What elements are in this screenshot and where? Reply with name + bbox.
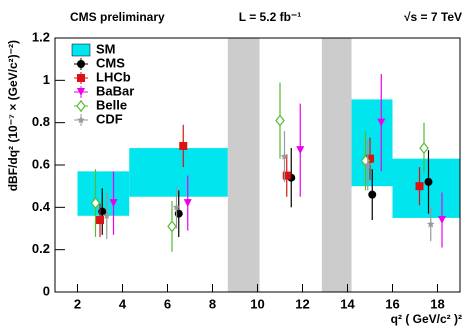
vetoed-region bbox=[227, 38, 260, 292]
legend-label: Belle bbox=[96, 97, 127, 112]
legend-marker bbox=[77, 74, 85, 82]
y-tick-label: 1 bbox=[43, 72, 50, 87]
data-point bbox=[102, 211, 111, 219]
legend-label: CMS bbox=[96, 55, 125, 70]
data-point bbox=[296, 146, 305, 155]
data-point bbox=[109, 199, 118, 208]
x-tick-label: 8 bbox=[209, 296, 216, 311]
legend-label: LHCb bbox=[96, 69, 131, 84]
legend-swatch bbox=[71, 43, 91, 57]
legend-marker bbox=[77, 88, 85, 96]
y-axis-label: dBF/dq² (10⁻⁷ × (GeV/c²)⁻²) bbox=[6, 40, 20, 191]
annotation: √s = 7 TeV bbox=[404, 10, 462, 24]
legend-label: BaBar bbox=[96, 83, 134, 98]
data-point bbox=[280, 152, 289, 160]
y-tick-label: 0.2 bbox=[32, 241, 50, 256]
data-point bbox=[368, 190, 377, 199]
x-tick-label: 10 bbox=[250, 296, 264, 311]
data-point bbox=[415, 182, 424, 191]
data-point bbox=[167, 220, 177, 233]
legend-label: CDF bbox=[96, 111, 123, 126]
legend-marker bbox=[77, 116, 85, 124]
x-tick-label: 4 bbox=[119, 296, 127, 311]
legend-marker bbox=[76, 100, 86, 112]
y-tick-label: 1.2 bbox=[32, 29, 50, 44]
x-axis-label: q² ( GeV/c² )² bbox=[391, 312, 462, 326]
data-point bbox=[424, 177, 433, 186]
data-point bbox=[172, 203, 181, 211]
y-tick-label: 0 bbox=[43, 283, 50, 298]
data-point bbox=[90, 197, 101, 210]
data-point bbox=[183, 199, 192, 208]
legend-marker bbox=[77, 60, 85, 68]
y-tick-label: 0.6 bbox=[32, 156, 50, 171]
legend-label: SM bbox=[96, 41, 116, 56]
data-point bbox=[282, 171, 291, 180]
data-point bbox=[179, 141, 188, 150]
data-point bbox=[377, 118, 386, 127]
data-point bbox=[438, 216, 446, 225]
y-tick-label: 0.8 bbox=[32, 114, 50, 129]
data-point bbox=[96, 216, 104, 225]
annotation: L = 5.2 fb⁻¹ bbox=[239, 10, 301, 24]
x-tick-label: 6 bbox=[164, 296, 171, 311]
sm-band bbox=[392, 158, 460, 218]
annotation: CMS preliminary bbox=[70, 10, 165, 24]
vetoed-region bbox=[321, 38, 352, 292]
x-tick-label: 2 bbox=[74, 296, 81, 311]
x-tick-label: 16 bbox=[385, 296, 399, 311]
data-point bbox=[366, 154, 374, 163]
y-tick-label: 0.4 bbox=[32, 199, 51, 214]
x-tick-label: 12 bbox=[295, 296, 309, 311]
x-tick-label: 14 bbox=[340, 296, 355, 311]
data-point bbox=[363, 161, 372, 169]
sm-band bbox=[129, 148, 228, 197]
data-point bbox=[419, 142, 429, 155]
x-tick-label: 18 bbox=[430, 296, 444, 311]
data-point bbox=[426, 220, 435, 228]
data-point bbox=[275, 114, 285, 127]
